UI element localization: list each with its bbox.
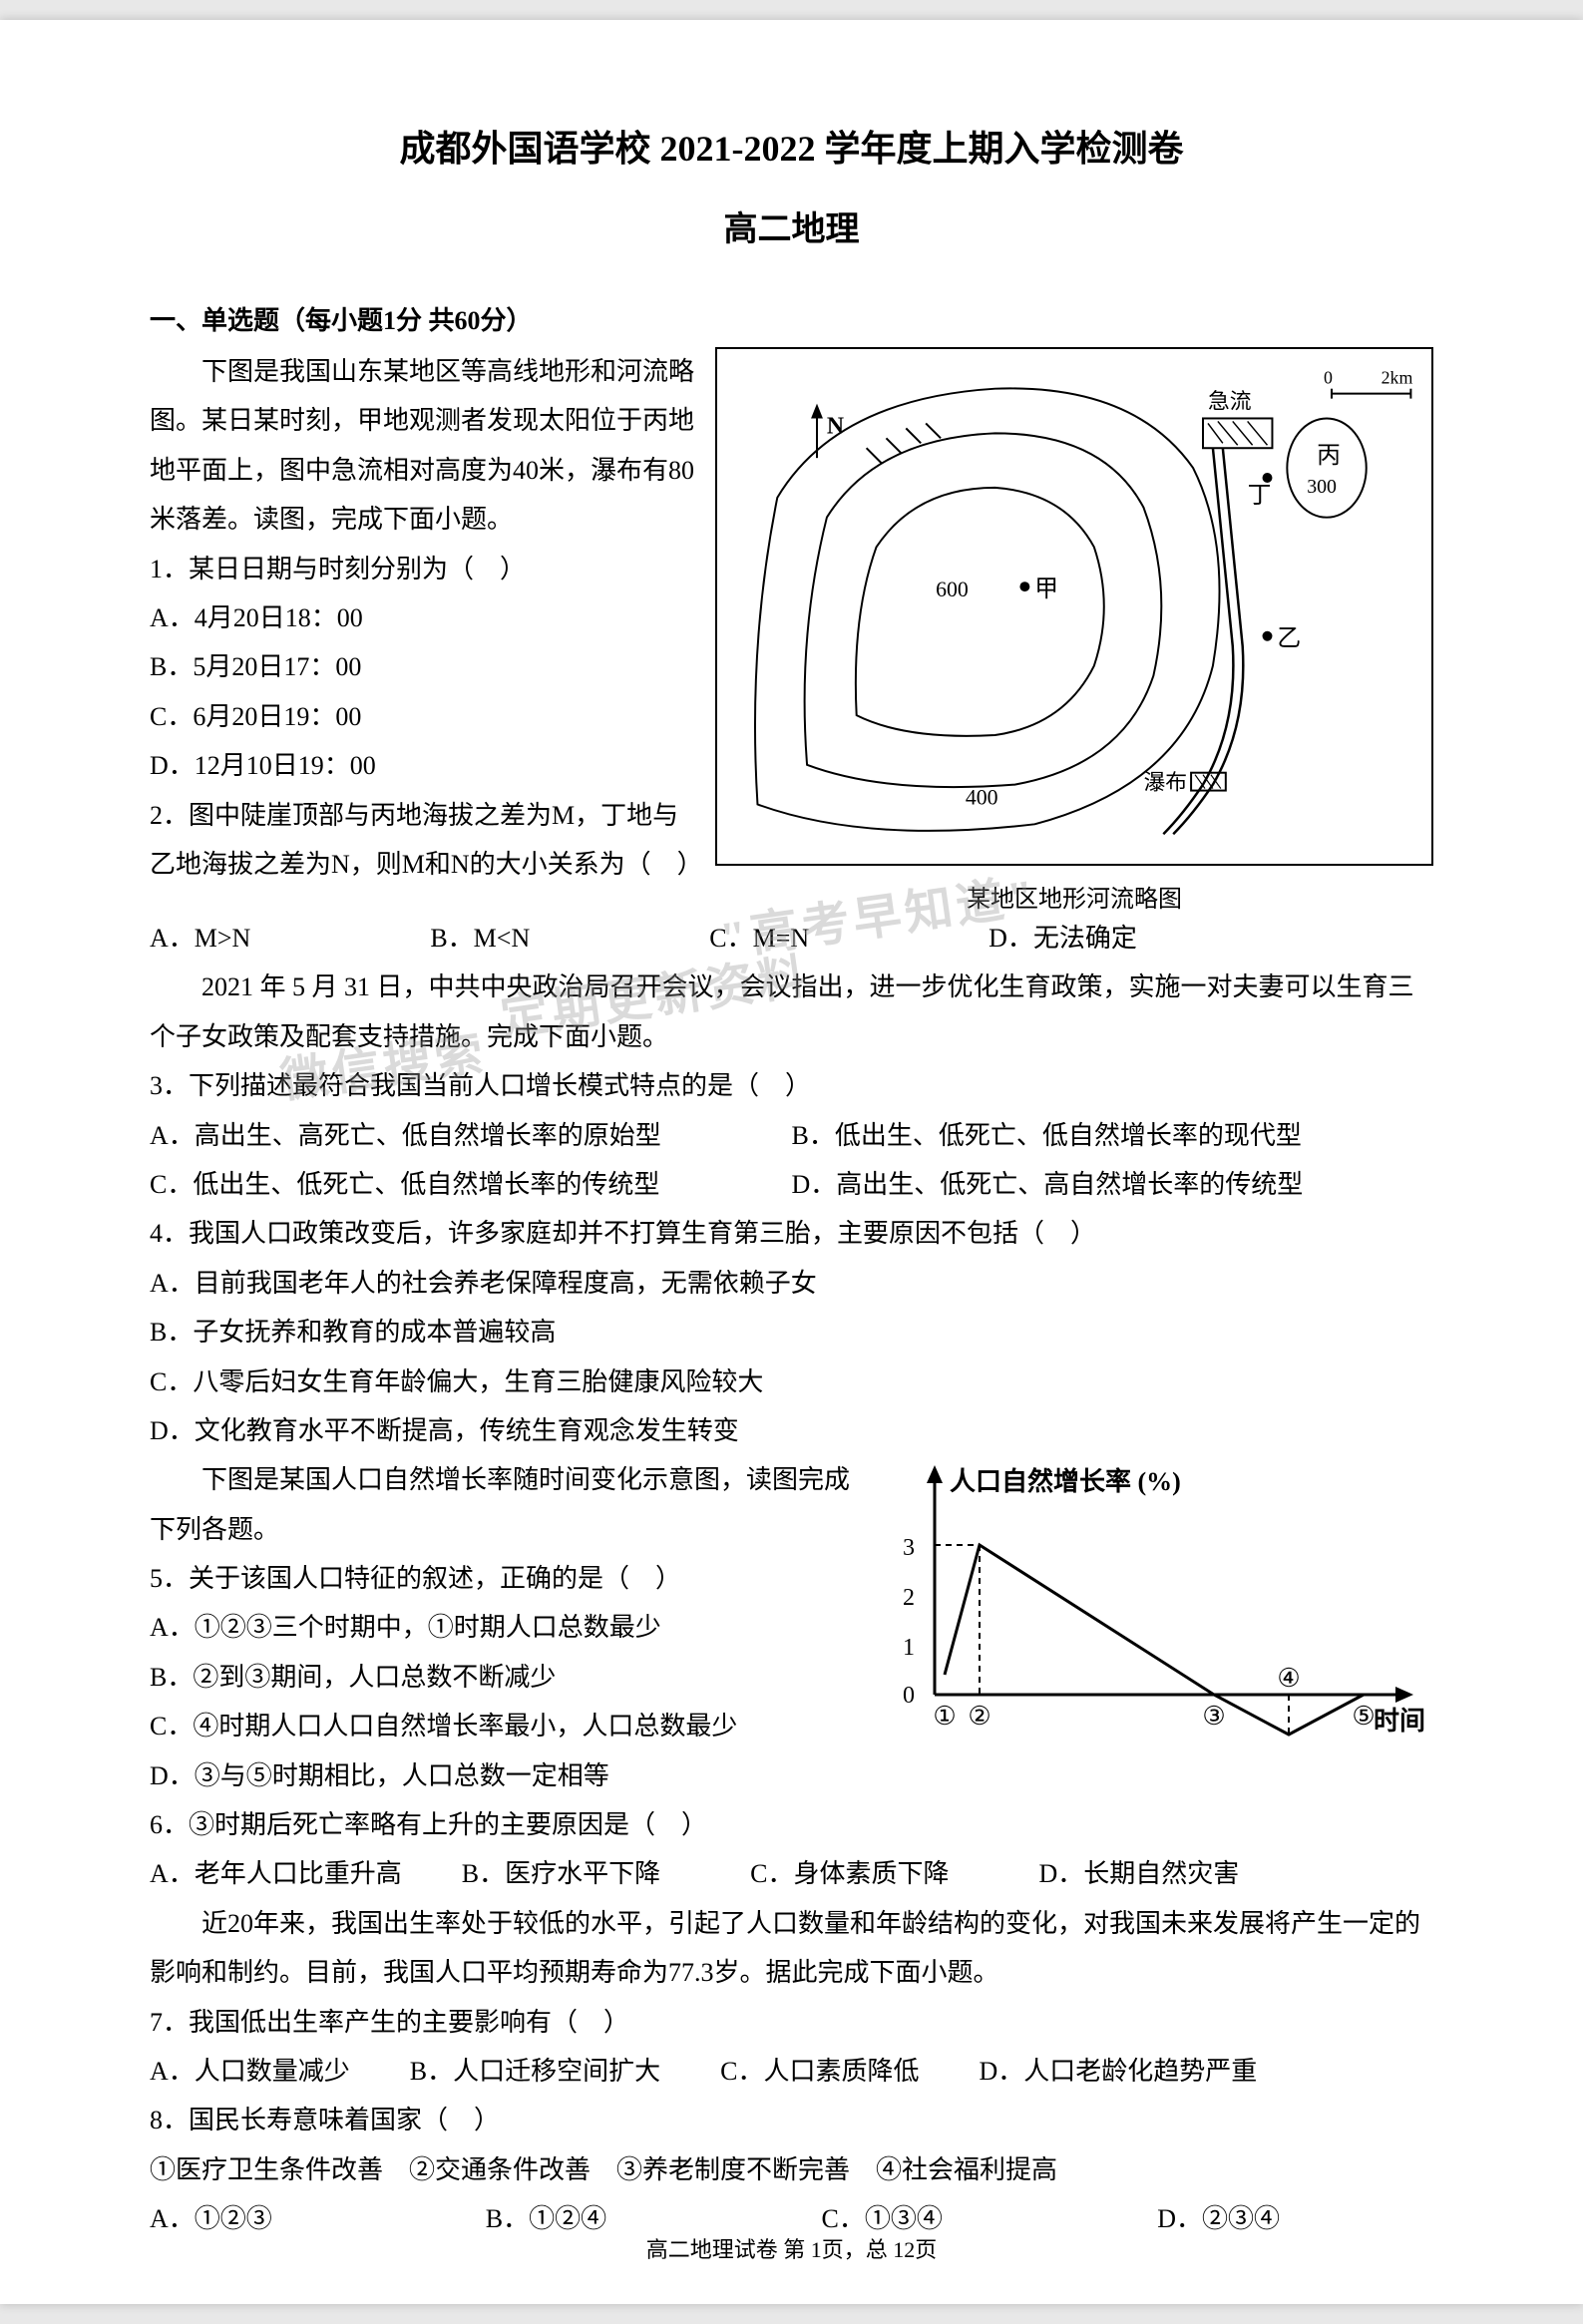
chart-ylabel: 人口自然增长率 (%): [950, 1466, 1181, 1496]
q5-a: A．①②③三个时期中，①时期人口总数最少: [150, 1603, 855, 1652]
q3-d: D．高出生、低死亡、高自然增长率的传统型: [792, 1160, 1304, 1209]
intro1: 下图是我国山东某地区等高线地形和河流略图。某日某时刻，甲地观测者发现太阳位于丙地…: [150, 347, 695, 545]
q8-stem: 8．国民长寿意味着国家（ ）: [150, 2096, 1433, 2144]
point-ding: 丁: [1248, 483, 1272, 509]
label-jiliu: 急流: [1208, 390, 1252, 414]
q1-a: A．4月20日18：00: [150, 593, 695, 642]
label-pubu: 瀑布: [1143, 771, 1187, 795]
page-footer: 高二地理试卷 第 1页，总 12页: [0, 2232, 1583, 2264]
q3-stem: 3．下列描述最符合我国当前人口增长模式特点的是（ ）: [150, 1061, 1433, 1110]
point-yi: 乙: [1277, 626, 1301, 652]
q7-a: A．人口数量减少: [150, 2047, 350, 2096]
population-chart: 3 2 1 0 ① ② ③ ④ ⑤ 人口自然增长率 (%) 时间: [875, 1455, 1433, 1754]
contour-400: 400: [966, 785, 998, 809]
exam-page: "高考早知道" 定期更新资料 微信搜索 成都外国语学校 2021-2022 学年…: [0, 20, 1583, 2304]
intro-text-col: 下图是我国山东某地区等高线地形和河流略图。某日某时刻，甲地观测者发现太阳位于丙地…: [150, 347, 695, 914]
q4-stem: 4．我国人口政策改变后，许多家庭却并不打算生育第三胎，主要原因不包括（ ）: [150, 1209, 1433, 1258]
xtick-5: ⑤: [1352, 1702, 1375, 1731]
q5-stem: 5．关于该国人口特征的叙述，正确的是（ ）: [150, 1554, 855, 1603]
scale-2km: 2km: [1382, 368, 1413, 388]
q8-sub: ①医疗卫生条件改善 ②交通条件改善 ③养老制度不断完善 ④社会福利提高: [150, 2145, 1433, 2194]
intro3-with-chart: 下图是某国人口自然增长率随时间变化示意图，读图完成下列各题。 5．关于该国人口特…: [150, 1455, 1433, 1800]
xtick-2: ②: [968, 1702, 990, 1731]
q2-c: C．M=N: [709, 914, 809, 963]
xtick-4: ④: [1277, 1664, 1300, 1693]
contour-600: 600: [936, 578, 969, 601]
q6-d: D．长期自然灾害: [1038, 1849, 1239, 1898]
q3-c: C．低出生、低死亡、低自然增长率的传统型: [150, 1160, 792, 1209]
q6-stem: 6．③时期后死亡率略有上升的主要原因是（ ）: [150, 1800, 1433, 1849]
q2-a: A．M>N: [150, 914, 250, 963]
point-jia: 甲: [1034, 577, 1058, 602]
intro2-block: 2021 年 5 月 31 日，中共中央政治局召开会议，会议指出，进一步优化生育…: [150, 963, 1433, 1455]
intro4-block: 近20年来，我国出生率处于较低的水平，引起了人口数量和年龄结构的变化，对我国未来…: [150, 1899, 1433, 2244]
xtick-1: ①: [933, 1702, 956, 1731]
contour-300: 300: [1307, 476, 1337, 498]
q1-d: D．12月10日19：00: [150, 741, 695, 790]
ytick-1: 1: [903, 1635, 915, 1661]
intro-with-map: 下图是我国山东某地区等高线地形和河流略图。某日某时刻，甲地观测者发现太阳位于丙地…: [150, 347, 1433, 914]
q1-b: B．5月20日17：00: [150, 642, 695, 691]
q4-d: D．文化教育水平不断提高，传统生育观念发生转变: [150, 1406, 1433, 1455]
intro2: 2021 年 5 月 31 日，中共中央政治局召开会议，会议指出，进一步优化生育…: [150, 963, 1433, 1061]
ytick-0: 0: [903, 1683, 915, 1709]
growth-chart: 3 2 1 0 ① ② ③ ④ ⑤ 人口自然增长率 (%) 时间: [875, 1455, 1433, 1800]
ytick-2: 2: [903, 1585, 915, 1611]
q2-d: D．无法确定: [989, 914, 1137, 963]
xtick-3: ③: [1202, 1702, 1225, 1731]
q7-d: D．人口老龄化趋势严重: [979, 2047, 1257, 2096]
q2-options: A．M>N B．M<N C．M=N D．无法确定: [150, 914, 1433, 963]
north-label: N: [827, 413, 844, 439]
q4-c: C．八零后妇女生育年龄偏大，生育三胎健康风险较大: [150, 1357, 1433, 1406]
scale-0: 0: [1324, 368, 1333, 388]
page-title: 成都外国语学校 2021-2022 学年度上期入学检测卷: [150, 120, 1433, 172]
q3-a: A．高出生、高死亡、低自然增长率的原始型: [150, 1111, 792, 1160]
ytick-3: 3: [903, 1535, 915, 1561]
q4-a: A．目前我国老年人的社会养老保障程度高，无需依赖子女: [150, 1259, 1433, 1308]
q6-a: A．老年人口比重升高: [150, 1849, 402, 1898]
q4-b: B．子女抚养和教育的成本普遍较高: [150, 1308, 1433, 1356]
q2-b: B．M<N: [430, 914, 530, 963]
page-subtitle: 高二地理: [150, 201, 1433, 250]
section-header: 一、单选题（每小题1分 共60分）: [150, 300, 1433, 337]
q7-stem: 7．我国低出生率产生的主要影响有（ ）: [150, 1998, 1433, 2047]
q1-c: C．6月20日19：00: [150, 692, 695, 741]
q6-c: C．身体素质下降: [750, 1849, 949, 1898]
topographic-map: 600 甲 400 N: [715, 347, 1433, 866]
map-caption: 某地区地形河流略图: [715, 879, 1433, 914]
q5-text-col: 下图是某国人口自然增长率随时间变化示意图，读图完成下列各题。 5．关于该国人口特…: [150, 1455, 855, 1800]
q6-b: B．医疗水平下降: [462, 1849, 660, 1898]
q1-stem: 1．某日日期与时刻分别为（ ）: [150, 545, 695, 593]
chart-xlabel: 时间: [1374, 1707, 1425, 1736]
q5-c: C．④时期人口人口自然增长率最小，人口总数最少: [150, 1702, 855, 1750]
point-bing: 丙: [1317, 443, 1341, 469]
q5-b: B．②到③期间，人口总数不断减少: [150, 1653, 855, 1702]
q6-block: 6．③时期后死亡率略有上升的主要原因是（ ） A．老年人口比重升高 B．医疗水平…: [150, 1800, 1433, 1899]
q5-d: D．③与⑤时期相比，人口总数一定相等: [150, 1751, 855, 1800]
q7-b: B．人口迁移空间扩大: [410, 2047, 660, 2096]
q7-c: C．人口素质降低: [720, 2047, 919, 2096]
q3-b: B．低出生、低死亡、低自然增长率的现代型: [792, 1111, 1302, 1160]
q2-stem: 2．图中陡崖顶部与丙地海拔之差为M，丁地与乙地海拔之差为N，则M和N的大小关系为…: [150, 791, 695, 890]
intro4: 近20年来，我国出生率处于较低的水平，引起了人口数量和年龄结构的变化，对我国未来…: [150, 1899, 1433, 1998]
map-diagram: 600 甲 400 N: [715, 347, 1433, 914]
intro3: 下图是某国人口自然增长率随时间变化示意图，读图完成下列各题。: [150, 1455, 855, 1554]
